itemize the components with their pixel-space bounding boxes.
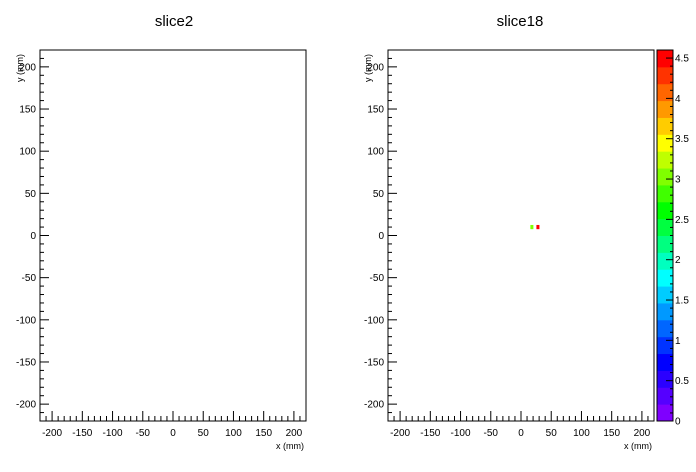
- colorbar-segment: [657, 387, 673, 405]
- plot-frame: [387, 49, 655, 422]
- y-tick-label: -200: [16, 400, 36, 411]
- y-tick-label: 0: [378, 231, 384, 242]
- x-tick-label: -100: [103, 428, 123, 439]
- tick-group: [387, 49, 655, 422]
- colorbar-segment: [657, 252, 673, 270]
- colorbar-segment: [657, 168, 673, 186]
- x-tick-label: -50: [484, 428, 499, 439]
- x-tick-label: -100: [451, 428, 471, 439]
- y-tick-label: -50: [22, 273, 37, 284]
- colorbar-segment: [657, 353, 673, 371]
- x-tick-label: 200: [634, 428, 651, 439]
- colorbar-segment: [657, 319, 673, 338]
- x-tick-label: 50: [546, 428, 558, 439]
- tick-group: [39, 49, 307, 422]
- colorbar: 0 0.5 1 1.5 2 2.5 3 3.5 4 4.5: [656, 49, 689, 428]
- x-tick-label: 100: [573, 428, 590, 439]
- colorbar-segment: [657, 66, 673, 85]
- x-tick-labels: -200 -150 -100 -50 0 50 100 150 200: [42, 428, 303, 439]
- colorbar-tick-label: 1: [675, 336, 681, 347]
- y-tick-label: 50: [373, 189, 385, 200]
- colorbar-segment: [657, 269, 673, 287]
- plot-frame: [39, 49, 307, 422]
- colorbar-segment: [657, 235, 673, 253]
- colorbar-segment: [657, 404, 673, 422]
- colorbar-segment: [657, 201, 673, 220]
- heatmap-cell: [536, 224, 540, 230]
- colorbar-tick-label: 0.5: [675, 376, 689, 387]
- colorbar-tick-label: 2: [675, 255, 681, 266]
- x-tick-label: 0: [170, 428, 176, 439]
- y-tick-label: -100: [364, 315, 384, 326]
- x-axis-label: x (mm): [276, 441, 304, 451]
- colorbar-tick-label: 0: [675, 417, 681, 428]
- y-tick-label: 50: [25, 189, 37, 200]
- colorbar-tick-label: 4: [675, 94, 681, 105]
- x-tick-label: 100: [225, 428, 242, 439]
- colorbar-segment: [657, 151, 673, 169]
- y-tick-label: -150: [364, 357, 384, 368]
- y-axis-label: y (mm): [363, 54, 373, 82]
- y-axis-label: y (mm): [15, 54, 25, 82]
- colorbar-segment: [657, 100, 673, 118]
- y-tick-label: 150: [19, 105, 36, 116]
- y-tick-label: -100: [16, 315, 36, 326]
- y-tick-label: 100: [367, 147, 384, 158]
- x-tick-label: -200: [390, 428, 410, 439]
- x-tick-label: -150: [420, 428, 440, 439]
- x-tick-label: -150: [72, 428, 92, 439]
- colorbar-segment: [657, 302, 673, 321]
- y-tick-label: -150: [16, 357, 36, 368]
- chart-title: slice18: [497, 13, 544, 30]
- colorbar-segment: [657, 50, 673, 68]
- heatmap-cells: [530, 224, 540, 230]
- x-tick-label: -200: [42, 428, 62, 439]
- x-tick-label: 150: [603, 428, 620, 439]
- colorbar-segment: [657, 184, 673, 203]
- colorbar-segment: [657, 286, 673, 304]
- colorbar-segment: [657, 336, 673, 355]
- x-tick-label: -50: [136, 428, 151, 439]
- x-tick-label: 200: [286, 428, 303, 439]
- y-tick-label: 200: [367, 62, 384, 73]
- y-tick-label: 100: [19, 147, 36, 158]
- y-tick-label: 200: [19, 62, 36, 73]
- y-tick-label: -50: [370, 273, 385, 284]
- colorbar-segment: [657, 134, 673, 152]
- y-tick-label: 0: [30, 231, 36, 242]
- colorbar-segment: [657, 117, 673, 135]
- y-tick-label: 150: [367, 105, 384, 116]
- y-tick-labels: -200 -150 -100 -50 0 50 100 150 200: [16, 62, 36, 410]
- colorbar-segment: [657, 370, 673, 388]
- colorbar-tick-label: 3: [675, 175, 681, 186]
- colorbar-segment: [657, 218, 673, 236]
- y-tick-labels: -200 -150 -100 -50 0 50 100 150 200: [364, 62, 384, 410]
- colorbar-segment: [657, 83, 673, 102]
- colorbar-tick-label: 2.5: [675, 215, 689, 226]
- colorbar-tick-label: 3.5: [675, 134, 689, 145]
- chart-title: slice2: [155, 13, 193, 30]
- colorbar-tick-label: 4.5: [675, 54, 689, 65]
- heatmap-cell: [530, 224, 534, 230]
- x-tick-label: 150: [255, 428, 272, 439]
- x-tick-label: 0: [518, 428, 524, 439]
- colorbar-tick-label: 1.5: [675, 296, 689, 307]
- x-axis-label: x (mm): [624, 441, 652, 451]
- x-tick-labels: -200 -150 -100 -50 0 50 100 150 200: [390, 428, 651, 439]
- y-tick-label: -200: [364, 400, 384, 411]
- x-tick-label: 50: [198, 428, 210, 439]
